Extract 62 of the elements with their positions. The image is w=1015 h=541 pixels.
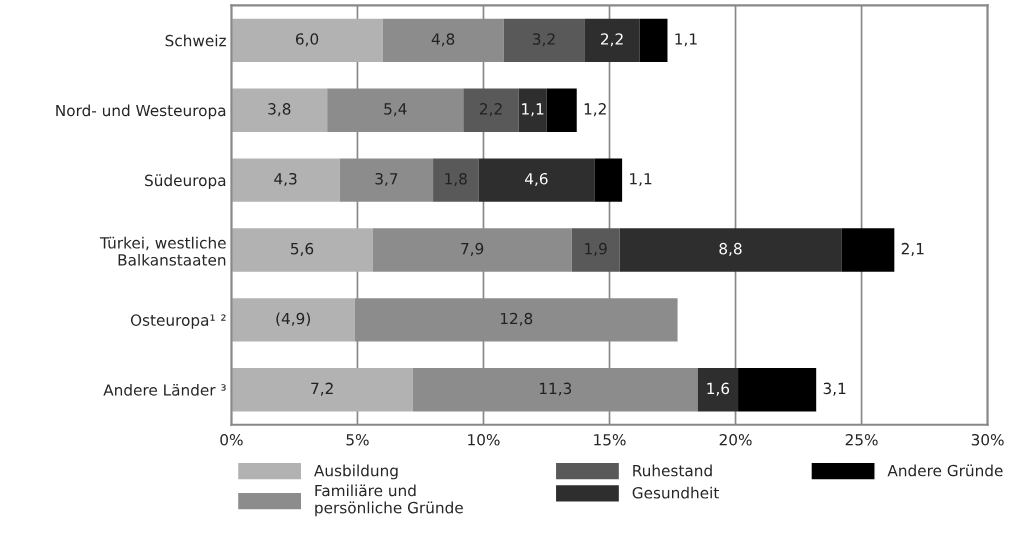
x-tick-label: 25%: [845, 433, 878, 446]
y-tick-label: Südeuropa: [145, 174, 226, 190]
legend-label: Gesundheit: [632, 486, 719, 499]
bar: [571, 228, 620, 272]
bar: [738, 368, 817, 412]
x-tick-label: 20%: [719, 433, 752, 446]
bar: [546, 88, 577, 132]
bar: [231, 228, 373, 272]
bar: [231, 158, 340, 202]
data-label: 3,8: [268, 103, 291, 117]
y-tick-label: Nord- und Westeuropa: [56, 104, 226, 120]
bar: [841, 228, 895, 272]
data-label: 7,2: [311, 382, 333, 396]
data-label: 5,4: [384, 103, 407, 117]
x-tick-label: 30%: [971, 433, 1004, 446]
data-label: 1,1: [522, 103, 544, 117]
legend-label: Ruhestand: [633, 464, 712, 477]
data-label: 1,1: [630, 173, 652, 187]
bar: [518, 88, 547, 132]
data-label: 1,6: [707, 382, 730, 396]
bar: [463, 88, 519, 132]
bar: [231, 18, 383, 63]
legend-label: Ausbildung: [314, 464, 398, 480]
x-tick-label: 15%: [594, 433, 626, 446]
data-label: 4,3: [274, 172, 297, 187]
x-tick-label: 0%: [220, 433, 243, 446]
data-label: 2,1: [901, 242, 924, 256]
data-label: 3,7: [375, 172, 398, 187]
data-label: 2,2: [601, 33, 623, 47]
x-tick-label: 5%: [346, 433, 369, 446]
data-label: 1,2: [584, 103, 606, 117]
data-label: 7,9: [461, 242, 484, 256]
bar: [231, 88, 328, 132]
data-label: (4,9): [276, 312, 310, 327]
bar: [639, 18, 668, 63]
y-tick-label: Andere Länder ³: [103, 383, 226, 396]
bar: [619, 228, 842, 272]
bar: [478, 158, 595, 202]
legend-label: Familiäre und persönliche Gründe: [315, 484, 463, 517]
legend-label: Andere Gründe: [887, 464, 1003, 477]
bar: [584, 18, 640, 63]
data-label: 6,0: [295, 33, 319, 47]
data-label: 5,6: [291, 242, 314, 256]
data-label: 11,3: [539, 382, 572, 396]
bar: [697, 368, 739, 412]
bar: [433, 158, 479, 202]
y-tick-label: Schweiz: [165, 34, 226, 47]
bar: [503, 18, 585, 63]
bar: [594, 158, 623, 202]
y-tick-label: Türkei, westliche Balkanstaaten: [99, 236, 226, 266]
data-label: 3,1: [823, 382, 846, 396]
x-tick-label: 10%: [468, 433, 500, 446]
data-label: 4,8: [431, 33, 455, 47]
data-label: 12,8: [500, 312, 533, 326]
data-label: 8,8: [719, 242, 742, 256]
y-tick-label: Osteuropa¹ ²: [130, 314, 226, 329]
bar: [231, 298, 355, 342]
data-label: 4,6: [525, 172, 548, 187]
bar: [231, 368, 413, 412]
data-label: 1,1: [675, 33, 697, 47]
data-label: 3,2: [532, 33, 555, 47]
data-label: 1,9: [585, 242, 607, 256]
